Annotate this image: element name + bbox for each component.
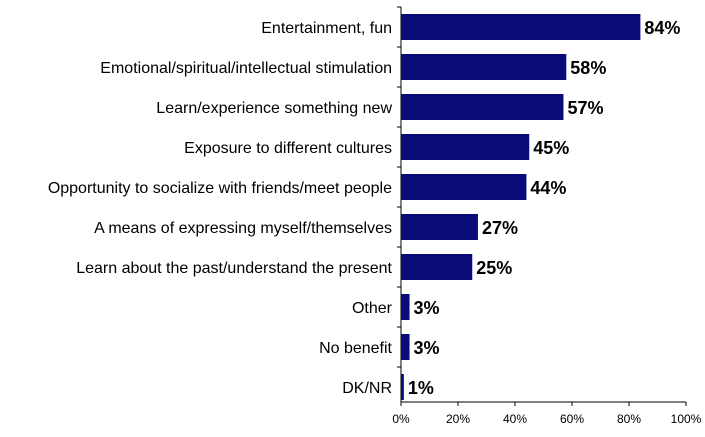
bar <box>401 174 527 200</box>
data-label: 1% <box>408 378 434 398</box>
category-label: Other <box>352 300 393 317</box>
data-label: 3% <box>414 298 440 318</box>
bar <box>401 54 567 80</box>
bar <box>401 374 404 400</box>
data-label: 45% <box>533 138 569 158</box>
bar <box>401 134 530 160</box>
data-label: 25% <box>476 258 512 278</box>
data-label: 57% <box>567 98 603 118</box>
bar <box>401 214 478 240</box>
x-tick-label: 60% <box>560 412 584 426</box>
data-label: 84% <box>644 18 680 38</box>
bar <box>401 294 410 320</box>
data-label: 58% <box>570 58 606 78</box>
bar <box>401 254 473 280</box>
x-tick-label: 40% <box>503 412 527 426</box>
x-tick-label: 20% <box>446 412 470 426</box>
category-label: No benefit <box>319 340 392 357</box>
category-label: Learn about the past/understand the pres… <box>76 260 392 277</box>
category-label: Emotional/spiritual/intellectual stimula… <box>100 60 392 77</box>
x-tick-label: 100% <box>671 412 702 426</box>
category-label: Opportunity to socialize with friends/me… <box>48 180 392 197</box>
data-label: 3% <box>414 338 440 358</box>
category-label: Learn/experience something new <box>156 100 392 117</box>
labels: Entertainment, fun 84% Emotional/spiritual… <box>48 18 681 398</box>
data-label: 44% <box>530 178 566 198</box>
bar <box>401 334 410 360</box>
category-label: Entertainment, fun <box>261 20 392 37</box>
x-tick-label: 80% <box>617 412 641 426</box>
category-label: A means of expressing myself/themselves <box>94 220 392 237</box>
axes: 0% 20% 40% 60% 80% 100% <box>392 6 702 426</box>
x-tick-label: 0% <box>392 412 410 426</box>
category-label: DK/NR <box>342 380 392 397</box>
data-label: 27% <box>482 218 518 238</box>
bars <box>401 14 641 400</box>
bar <box>401 14 641 40</box>
bar <box>401 94 564 120</box>
category-label: Exposure to different cultures <box>184 140 392 157</box>
